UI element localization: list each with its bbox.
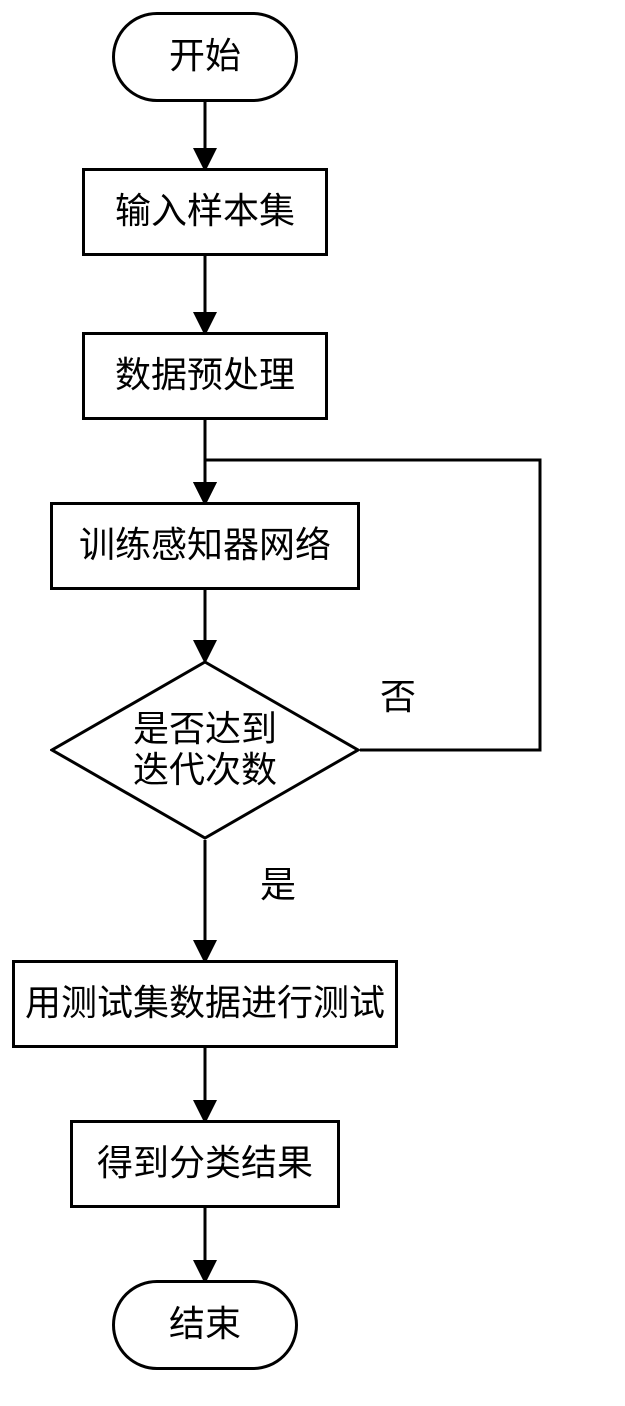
node-label: 是否达到 迭代次数 bbox=[50, 660, 360, 840]
edge-label-cond-train: 否 bbox=[380, 668, 416, 720]
node-result: 得到分类结果 bbox=[70, 1120, 340, 1208]
node-label: 得到分类结果 bbox=[97, 1142, 313, 1185]
flowchart-canvas: 开始输入样本集数据预处理训练感知器网络是否达到 迭代次数用测试集数据进行测试得到… bbox=[0, 0, 625, 1406]
node-train: 训练感知器网络 bbox=[50, 502, 360, 590]
node-end: 结束 bbox=[112, 1280, 298, 1370]
node-input: 输入样本集 bbox=[82, 168, 328, 256]
node-start: 开始 bbox=[112, 12, 298, 102]
node-label: 数据预处理 bbox=[115, 354, 295, 397]
node-label: 开始 bbox=[169, 35, 241, 78]
node-cond: 是否达到 迭代次数 bbox=[50, 660, 360, 840]
edge-label-cond-test: 是 bbox=[260, 856, 296, 908]
node-preproc: 数据预处理 bbox=[82, 332, 328, 420]
node-label: 训练感知器网络 bbox=[79, 524, 331, 567]
node-label: 用测试集数据进行测试 bbox=[25, 982, 385, 1025]
node-test: 用测试集数据进行测试 bbox=[12, 960, 398, 1048]
node-label: 输入样本集 bbox=[115, 190, 295, 233]
node-label: 结束 bbox=[169, 1303, 241, 1346]
